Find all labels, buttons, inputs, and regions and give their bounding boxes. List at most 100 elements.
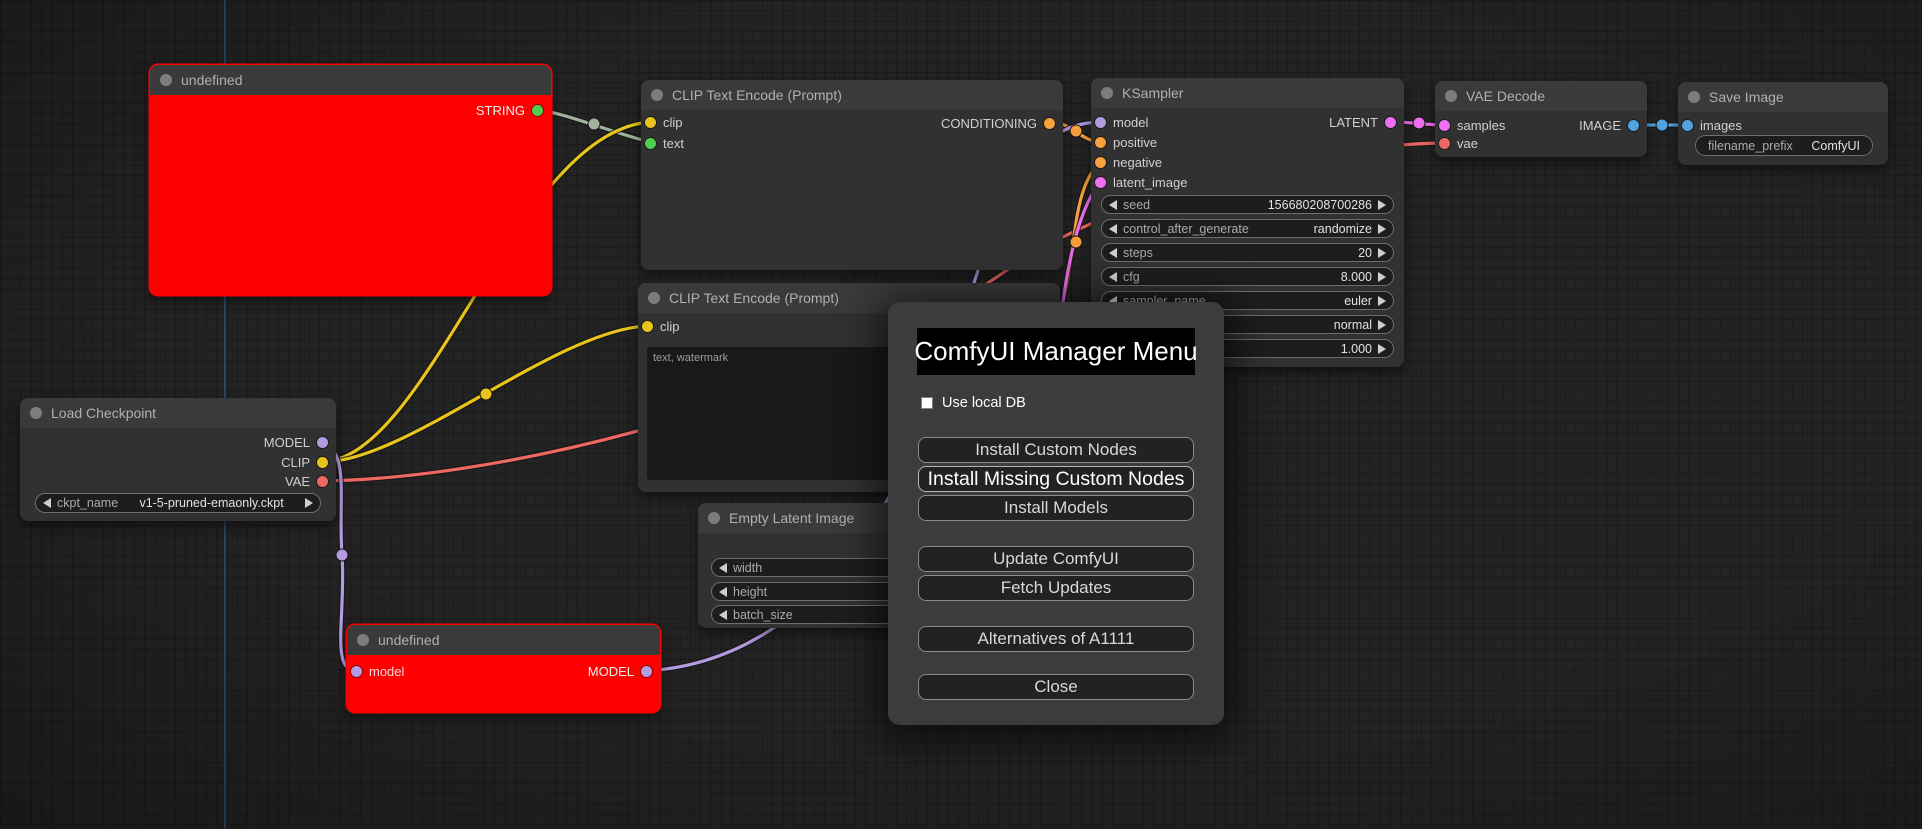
increment-arrow-icon[interactable] <box>1378 295 1386 306</box>
input-label: model <box>369 664 405 679</box>
node-title-bar[interactable]: Save Image <box>1678 82 1888 112</box>
input-label: clip <box>660 319 680 334</box>
decrement-arrow-icon[interactable] <box>1109 271 1117 282</box>
collapse-dot-icon[interactable] <box>1101 87 1113 99</box>
collapse-dot-icon[interactable] <box>648 292 660 304</box>
reroute-dot-string[interactable] <box>587 117 601 131</box>
increment-arrow-icon[interactable] <box>1378 223 1386 234</box>
node-title-bar[interactable]: undefined <box>347 625 660 655</box>
node-title-bar[interactable]: Load Checkpoint <box>20 398 336 428</box>
widget-control-after-generate[interactable]: control_after_generate randomize <box>1101 219 1394 238</box>
output-port-image[interactable] <box>1628 120 1639 131</box>
collapse-dot-icon[interactable] <box>357 634 369 646</box>
reroute-dot-image[interactable] <box>1655 118 1669 132</box>
update-comfyui-button[interactable]: Update ComfyUI <box>918 546 1194 572</box>
decrement-arrow-icon[interactable] <box>1109 223 1117 234</box>
fetch-updates-button[interactable]: Fetch Updates <box>918 575 1194 601</box>
input-port-positive[interactable] <box>1095 137 1106 148</box>
output-label: MODEL <box>587 664 634 679</box>
node-title-bar[interactable]: VAE Decode <box>1435 81 1647 111</box>
node-title: Load Checkpoint <box>51 405 157 421</box>
output-label: MODEL <box>263 435 310 450</box>
input-port-latent-image[interactable] <box>1095 177 1106 188</box>
input-port-text[interactable] <box>645 138 656 149</box>
output-port-latent[interactable] <box>1385 117 1396 128</box>
decrement-arrow-icon[interactable] <box>719 609 727 620</box>
decrement-arrow-icon[interactable] <box>719 586 727 597</box>
install-custom-nodes-button[interactable]: Install Custom Nodes <box>918 437 1194 463</box>
decrement-arrow-icon[interactable] <box>1109 295 1117 306</box>
input-label: positive <box>1113 135 1158 150</box>
node-vae-decode[interactable]: VAE Decode samples vae IMAGE <box>1435 81 1647 157</box>
output-port-vae[interactable] <box>317 476 328 487</box>
error-node-body <box>347 655 660 712</box>
collapse-dot-icon[interactable] <box>160 74 172 86</box>
widget-filename-prefix[interactable]: filename_prefix ComfyUI <box>1695 135 1873 156</box>
increment-arrow-icon[interactable] <box>1378 319 1386 330</box>
output-port-model[interactable] <box>641 666 652 677</box>
collapse-dot-icon[interactable] <box>1445 90 1457 102</box>
increment-arrow-icon[interactable] <box>1378 247 1386 258</box>
collapse-dot-icon[interactable] <box>651 89 663 101</box>
output-port-clip[interactable] <box>317 457 328 468</box>
input-port-clip[interactable] <box>645 117 656 128</box>
node-title: Empty Latent Image <box>729 510 855 526</box>
output-label: IMAGE <box>1579 118 1621 133</box>
reroute-dot-cond-positive[interactable] <box>1069 124 1083 138</box>
output-label: VAE <box>284 474 310 489</box>
output-port-string[interactable] <box>532 105 543 116</box>
previous-arrow-icon[interactable] <box>43 498 51 508</box>
input-port-clip[interactable] <box>642 321 653 332</box>
close-button[interactable]: Close <box>918 674 1194 700</box>
output-label: CONDITIONING <box>940 116 1037 131</box>
node-save-image[interactable]: Save Image images filename_prefix ComfyU… <box>1678 82 1888 165</box>
use-local-db-row[interactable]: Use local DB <box>921 395 1026 411</box>
reroute-dot-latent[interactable] <box>1412 116 1426 130</box>
input-label: clip <box>663 115 683 130</box>
node-title: undefined <box>181 72 243 88</box>
input-label: negative <box>1113 155 1163 170</box>
increment-arrow-icon[interactable] <box>1378 343 1386 354</box>
install-missing-custom-nodes-button[interactable]: Install Missing Custom Nodes <box>918 466 1194 492</box>
reroute-dot-cond-negative[interactable] <box>1069 235 1083 249</box>
collapse-dot-icon[interactable] <box>708 512 720 524</box>
increment-arrow-icon[interactable] <box>1378 199 1386 210</box>
widget-steps[interactable]: steps 20 <box>1101 243 1394 262</box>
next-arrow-icon[interactable] <box>305 498 313 508</box>
node-title: CLIP Text Encode (Prompt) <box>672 87 842 103</box>
node-title: undefined <box>378 632 440 648</box>
output-port-model[interactable] <box>317 437 328 448</box>
node-title-bar[interactable]: KSampler <box>1091 78 1404 108</box>
input-port-model[interactable] <box>1095 117 1106 128</box>
node-title: KSampler <box>1122 85 1184 101</box>
input-port-model[interactable] <box>351 666 362 677</box>
output-port-conditioning[interactable] <box>1044 118 1055 129</box>
install-models-button[interactable]: Install Models <box>918 495 1194 521</box>
node-title-bar[interactable]: CLIP Text Encode (Prompt) <box>641 80 1063 110</box>
use-local-db-checkbox[interactable] <box>921 397 933 409</box>
decrement-arrow-icon[interactable] <box>1109 247 1117 258</box>
node-clip-text-encode-positive[interactable]: CLIP Text Encode (Prompt) clip text COND… <box>641 80 1063 270</box>
collapse-dot-icon[interactable] <box>1688 91 1700 103</box>
widget-ckpt-name[interactable]: ckpt_name v1-5-pruned-emaonly.ckpt <box>35 493 321 513</box>
input-label: images <box>1700 118 1742 133</box>
reroute-dot-clip[interactable] <box>479 387 493 401</box>
decrement-arrow-icon[interactable] <box>1109 199 1117 210</box>
collapse-dot-icon[interactable] <box>30 407 42 419</box>
reroute-dot-model[interactable] <box>335 548 349 562</box>
node-undefined-string[interactable]: undefined STRING <box>150 65 551 295</box>
decrement-arrow-icon[interactable] <box>719 562 727 573</box>
increment-arrow-icon[interactable] <box>1378 271 1386 282</box>
alternatives-of-a1111-button[interactable]: Alternatives of A1111 <box>918 626 1194 652</box>
input-port-negative[interactable] <box>1095 157 1106 168</box>
input-port-vae[interactable] <box>1439 138 1450 149</box>
input-port-samples[interactable] <box>1439 120 1450 131</box>
input-label: latent_image <box>1113 175 1188 190</box>
node-title-bar[interactable]: undefined <box>150 65 551 95</box>
node-load-checkpoint[interactable]: Load Checkpoint MODEL CLIP VAE ckpt_name… <box>20 398 336 521</box>
node-undefined-model[interactable]: undefined model MODEL <box>347 625 660 712</box>
widget-cfg[interactable]: cfg 8.000 <box>1101 267 1394 286</box>
widget-seed[interactable]: seed 156680208700286 <box>1101 195 1394 214</box>
input-port-images[interactable] <box>1682 120 1693 131</box>
